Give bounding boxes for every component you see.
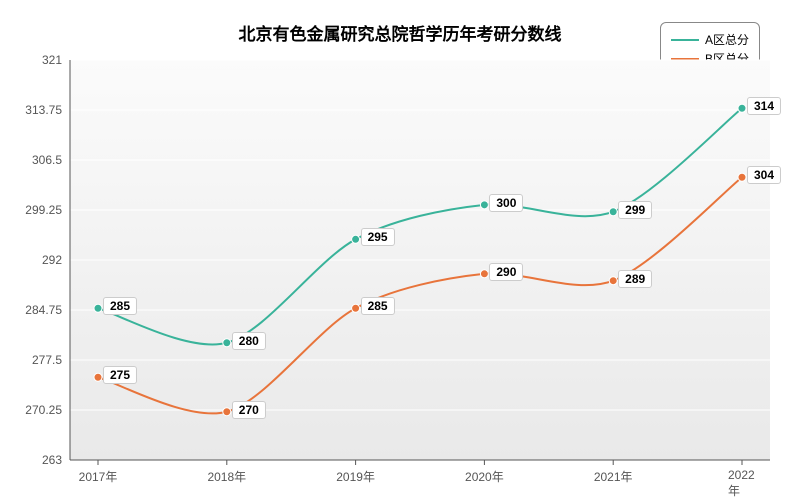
y-tick-label: 284.75 (20, 303, 70, 317)
y-tick-label: 313.75 (20, 103, 70, 117)
y-tick-label: 306.5 (20, 153, 70, 167)
data-point-label: 270 (232, 401, 266, 419)
chart-svg (70, 60, 770, 460)
data-point-label: 314 (747, 97, 781, 115)
data-point-label: 290 (489, 263, 523, 281)
y-tick-label: 292 (20, 253, 70, 267)
data-point-label: 280 (232, 332, 266, 350)
x-tick-label: 2020年 (465, 460, 504, 485)
data-point-label: 304 (747, 166, 781, 184)
x-tick-label: 2017年 (79, 460, 118, 485)
data-point-label: 289 (618, 270, 652, 288)
data-point-label: 299 (618, 201, 652, 219)
legend-swatch (671, 39, 699, 41)
legend-label: A区总分 (705, 31, 749, 48)
chart-title: 北京有色金属研究总院哲学历年考研分数线 (239, 20, 562, 45)
x-tick-label: 2022年 (728, 460, 756, 499)
y-tick-label: 277.5 (20, 353, 70, 367)
y-tick-label: 263 (20, 453, 70, 467)
data-point-label: 300 (489, 194, 523, 212)
data-point-label: 275 (103, 366, 137, 384)
y-tick-label: 299.25 (20, 203, 70, 217)
y-tick-label: 321 (20, 53, 70, 67)
data-point-label: 285 (103, 297, 137, 315)
data-point-label: 285 (361, 297, 395, 315)
chart-container: 北京有色金属研究总院哲学历年考研分数线 A区总分B区总分 263270.2527… (0, 0, 800, 500)
x-tick-label: 2019年 (336, 460, 375, 485)
y-tick-label: 270.25 (20, 403, 70, 417)
plot-area: 263270.25277.5284.75292299.25306.5313.75… (70, 60, 770, 460)
x-tick-label: 2021年 (594, 460, 633, 485)
legend-item: A区总分 (671, 31, 749, 48)
x-tick-label: 2018年 (207, 460, 246, 485)
data-point-label: 295 (361, 228, 395, 246)
